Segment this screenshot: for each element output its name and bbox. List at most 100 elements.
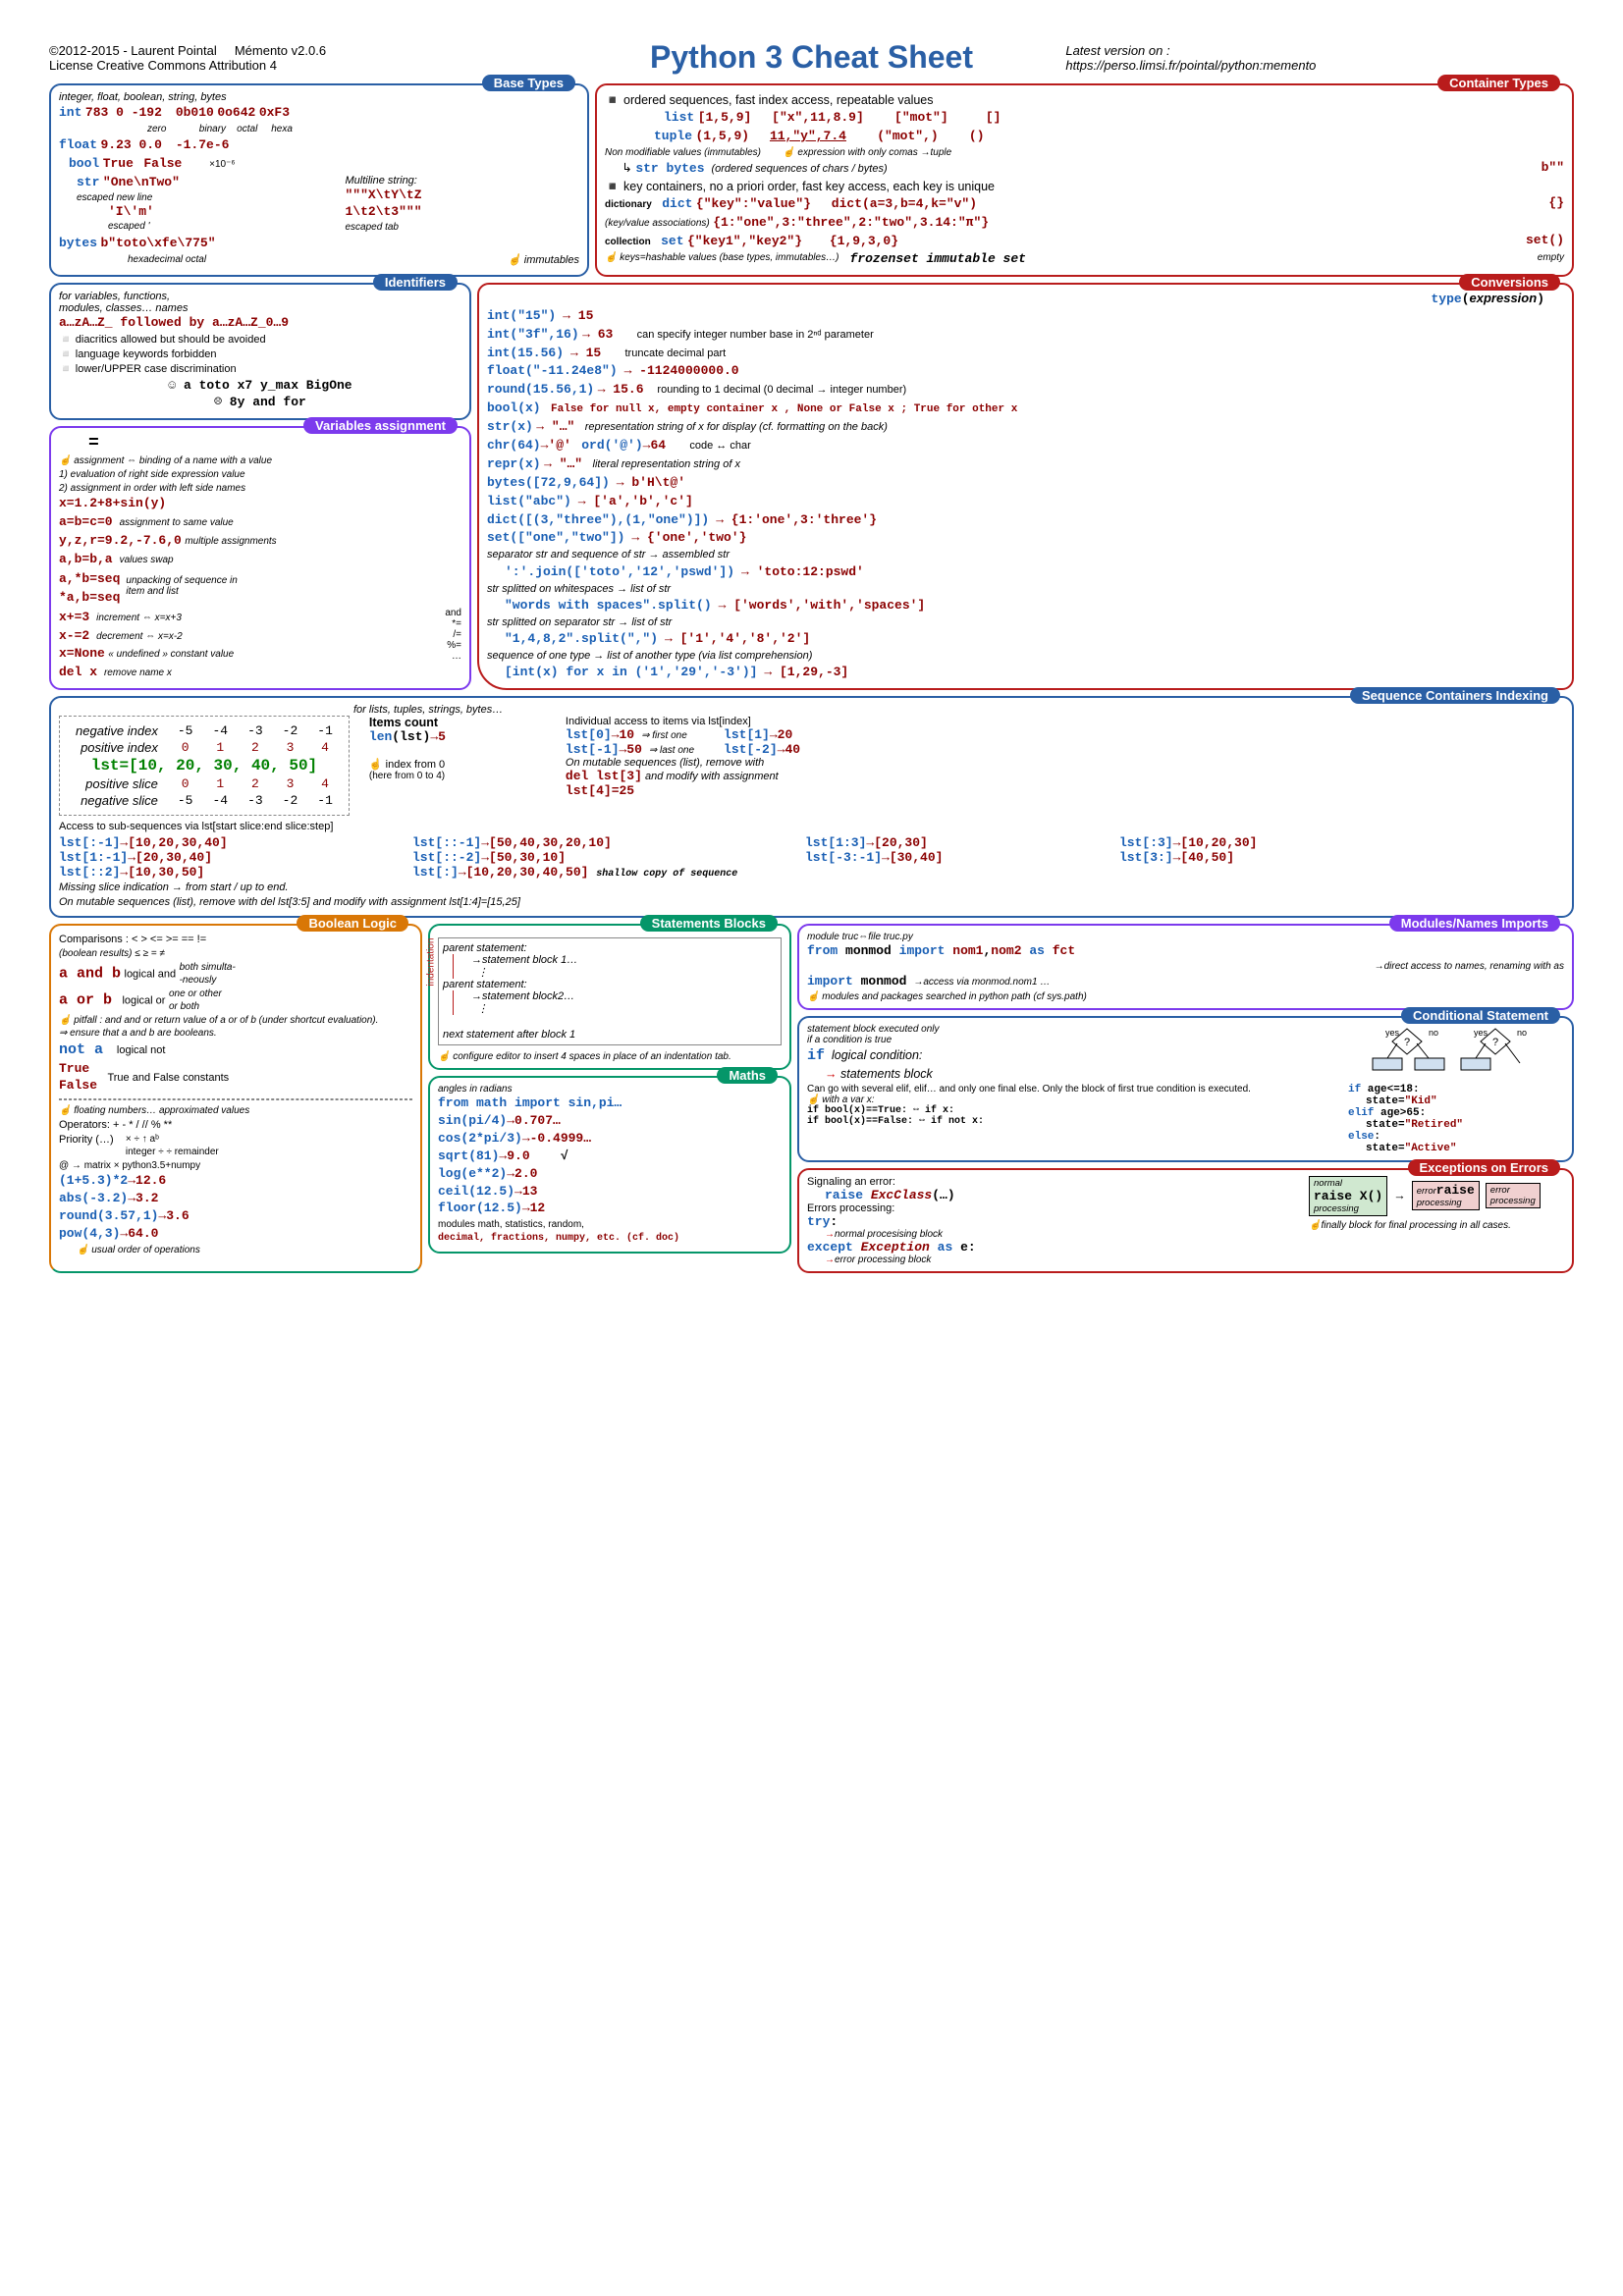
c3n: truncate decimal part: [625, 347, 727, 359]
box-identifiers: Identifiers for variables, functions, mo…: [49, 283, 471, 421]
id-rule4: ◽ lower/UPPER case discrimination: [59, 362, 461, 376]
kw-strbytes: str bytes: [635, 161, 704, 176]
mat: @ → matrix × python3.5+numpy: [59, 1159, 412, 1172]
frozen: frozenset immutable set: [850, 251, 1026, 268]
c7b: → "…": [536, 419, 574, 434]
tuple-ex3: ("mot",): [877, 129, 938, 143]
indiv: Individual access to items via lst[index…: [566, 716, 1564, 727]
kw-str: str: [59, 175, 99, 189]
var-note: ☝ with a var x:: [807, 1095, 1338, 1105]
title-base-types: Base Types: [482, 75, 575, 91]
c16a: "1,4,8,2".split(","): [505, 631, 658, 646]
c7n: representation string of x for display (…: [585, 421, 888, 433]
or: a or b: [59, 992, 112, 1009]
box-maths: Maths angles in radians from math import…: [428, 1076, 791, 1254]
title-exc: Exceptions on Errors: [1408, 1159, 1560, 1176]
va-l2: a=b=c=0: [59, 514, 113, 529]
p2: parent statement:: [443, 979, 777, 990]
c17b: → [1,29,-3]: [764, 665, 848, 679]
va-l8: x-=2: [59, 628, 89, 643]
source-url: https://perso.limsi.fr/pointal/python:me…: [1065, 58, 1316, 73]
idx0: ☝ index from 0: [369, 758, 546, 771]
andnn: both simulta- -neously: [180, 961, 236, 987]
subtitle: integer, float, boolean, string, bytes: [59, 91, 579, 103]
mod-note: ☝ modules and packages searched in pytho…: [807, 991, 1564, 1002]
dict-empty: {}: [1548, 195, 1564, 212]
b2: if bool(x)==False: ⇔ if not x:: [807, 1116, 1338, 1127]
b-empty: b"": [1542, 160, 1564, 177]
posidx: positive index: [66, 739, 168, 756]
c1b: → 15: [563, 308, 593, 323]
kw-float: float: [59, 137, 97, 152]
err-proc: error processing: [1486, 1183, 1541, 1208]
va-l2n: assignment to same value: [120, 517, 234, 528]
ordered-note: ◾ ordered sequences, fast index access, …: [605, 92, 1564, 108]
c13b: → {'one','two'}: [631, 530, 746, 545]
false: False: [143, 156, 182, 171]
float-exp: -1.7e-6: [176, 137, 230, 152]
c4a: float("-11.24e8"): [487, 363, 618, 378]
multiline: Multiline string:: [346, 174, 580, 187]
dict-note: (key/value associations): [605, 218, 710, 229]
idx-note: for lists, tuples, strings, bytes…: [59, 704, 1564, 716]
exec: statement block executed only: [807, 1024, 1368, 1035]
title-container: Container Types: [1437, 75, 1560, 91]
next: next statement after block 1: [443, 1029, 777, 1041]
kw-int: int: [59, 105, 81, 120]
err: error processing block: [835, 1255, 931, 1265]
set-ex1: {"key1","key2"}: [687, 234, 802, 248]
tf: True False: [59, 1061, 97, 1095]
b1: statement block 1…: [482, 954, 577, 966]
kw-set: set: [661, 234, 683, 248]
id-bad: ☹ 8y and for: [59, 395, 461, 411]
kw-dict: dict: [662, 196, 692, 211]
cfg: ☝ configure editor to insert 4 spaces in…: [438, 1051, 782, 1062]
lbl-octal: octal: [237, 124, 257, 134]
empty: empty: [1538, 251, 1564, 268]
pit: ☝ pitfall : and and or return value of a…: [59, 1014, 412, 1040]
lbl-set: collection: [605, 237, 651, 247]
c10b: → b'H\t@': [617, 475, 685, 490]
va-note3: 2) assignment in order with left side na…: [59, 482, 461, 495]
c10a: bytes([72,9,64]): [487, 475, 610, 490]
indentation-label: indentation: [426, 938, 437, 987]
imp2n: →access via monmod.nom1 …: [913, 977, 1050, 988]
title-stmtblocks: Statements Blocks: [640, 915, 778, 932]
kw-tuple: tuple: [654, 129, 692, 143]
type-expr: expression: [1470, 291, 1538, 305]
finally: ☝finally block for final processing in a…: [1309, 1220, 1564, 1231]
dict-ex3: {1:"one",3:"three",2:"two",3.14:"π"}: [713, 215, 989, 230]
svg-text:?: ?: [1492, 1037, 1498, 1048]
list-ex3: ["mot"]: [894, 110, 948, 125]
title-identifiers: Identifiers: [373, 274, 458, 291]
c9b: → "…": [544, 456, 582, 471]
negslice: negative slice: [66, 792, 168, 809]
c15a: "words with spaces".split(): [505, 598, 712, 613]
b2: statement block2…: [482, 990, 574, 1002]
latest-label: Latest version on :: [1065, 43, 1169, 58]
ops: Operators: + - * / // % **: [59, 1118, 412, 1132]
c2n: can specify integer number base in 2ⁿᵈ p…: [637, 329, 874, 341]
lbl-dict: dictionary: [605, 199, 652, 210]
esc-nl: escaped new line: [59, 191, 346, 204]
c13a: set(["one","two"]): [487, 530, 624, 545]
c14: separator str and sequence of str → asse…: [487, 548, 1564, 561]
c4b: → -1124000000.0: [624, 363, 739, 378]
c9n: literal representation string of x: [593, 458, 740, 470]
math-import: from math import sin,pi…: [438, 1095, 782, 1112]
mods: modules math, statistics, random,: [438, 1218, 782, 1231]
va-l8n: decrement ⇔ x=x-2: [96, 631, 183, 642]
orn: logical or: [122, 995, 165, 1007]
esc-quote: 'I\'m': [59, 204, 346, 221]
b1: if bool(x)==True: ⇔ if x:: [807, 1105, 1338, 1116]
c8d: →64: [643, 438, 666, 453]
va-l7: x+=3: [59, 610, 89, 624]
not: not a: [59, 1041, 103, 1058]
esc-tab: escaped tab: [346, 221, 580, 234]
list-empty: []: [986, 110, 1001, 125]
norm: normal procesising block: [835, 1229, 943, 1240]
true: True: [103, 156, 134, 171]
dict-ex2: dict(a=3,b=4,k="v"): [832, 196, 977, 211]
va-l6n: item and list: [126, 586, 178, 597]
id-rule1: a…zA…Z_ followed by a…zA…Z_0…9: [59, 315, 461, 332]
